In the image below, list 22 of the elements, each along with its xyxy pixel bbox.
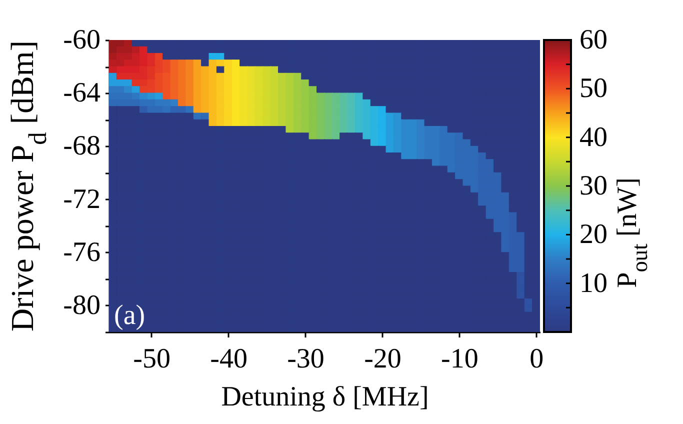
y-tick-label: -80 (63, 290, 100, 321)
x-tick-label: -40 (210, 344, 248, 374)
color-bar-label: 30 (580, 170, 608, 202)
color-bar-label: 50 (580, 73, 608, 104)
x-tick-label: -50 (133, 344, 170, 374)
x-axis-title: Detuning δ [MHz] (221, 382, 429, 412)
x-tick-label: -20 (364, 344, 402, 374)
color-bar-label: 10 (580, 268, 608, 299)
y-tick-label: -60 (63, 24, 100, 56)
color-bar-label: 60 (580, 24, 608, 56)
color-bar-label: 20 (580, 219, 608, 250)
color-bar-label: 40 (580, 122, 608, 153)
y-axis-title: Drive power Pd [dBm] (4, 40, 52, 332)
y-tick-label: -72 (63, 184, 100, 215)
y-tick-label: -64 (63, 78, 100, 109)
x-tick-label: -10 (441, 344, 478, 374)
x-tick-label: -30 (287, 344, 324, 374)
x-tick-label: 0 (530, 344, 544, 374)
annotation: (a) (114, 300, 146, 331)
y-tick-label: -68 (63, 130, 100, 162)
y-tick-label: -76 (63, 236, 100, 268)
color-bar-title: Pout [nW] (612, 178, 652, 288)
